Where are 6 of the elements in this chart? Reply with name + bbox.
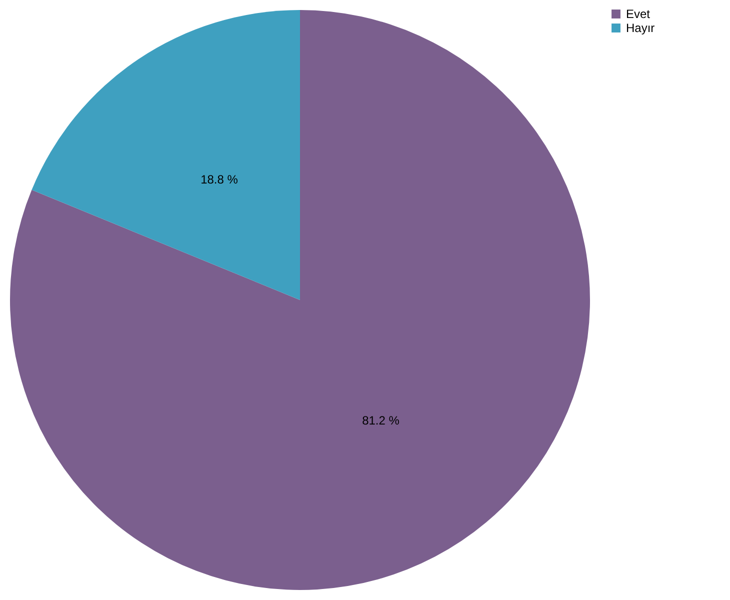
pie-slice <box>10 10 590 590</box>
pie-slice <box>32 10 300 300</box>
data-label: 81.2 % <box>362 413 400 428</box>
legend-label: Evet <box>626 7 651 21</box>
legend-label: Hayır <box>626 21 655 35</box>
data-label: 18.8 % <box>200 172 238 187</box>
